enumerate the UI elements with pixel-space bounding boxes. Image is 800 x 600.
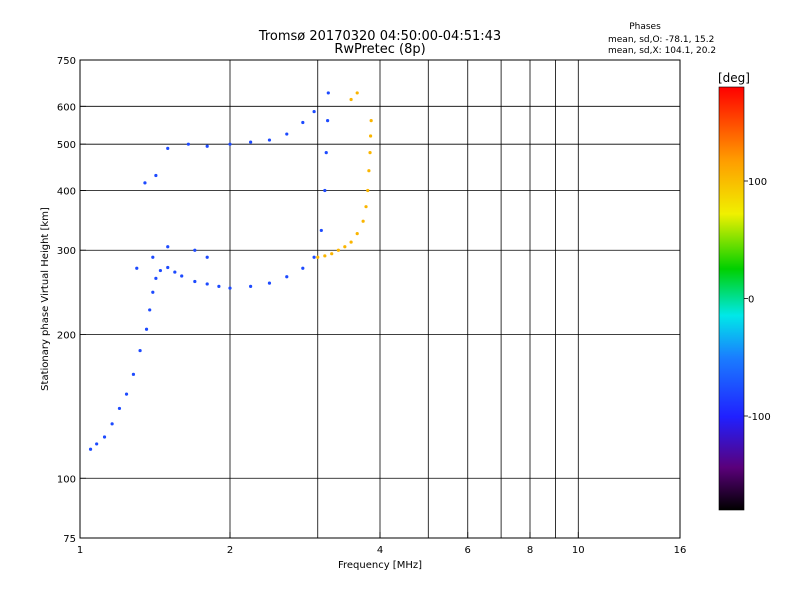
x-tick-label: 4 bbox=[377, 545, 383, 556]
data-point bbox=[166, 245, 170, 249]
data-point bbox=[117, 406, 122, 411]
x-tick-label: 8 bbox=[527, 545, 533, 556]
data-point bbox=[186, 142, 190, 146]
data-point bbox=[228, 286, 232, 290]
data-point bbox=[355, 231, 359, 236]
y-tick-label: 500 bbox=[57, 140, 76, 151]
data-point bbox=[324, 151, 328, 155]
y-tick-label: 400 bbox=[57, 186, 76, 197]
data-point bbox=[364, 205, 368, 209]
data-point bbox=[205, 255, 209, 259]
phase-stats-x: mean, sd,X: 104.1, 20.2 bbox=[608, 46, 716, 56]
data-point bbox=[349, 97, 353, 102]
data-point bbox=[369, 119, 373, 123]
y-tick-label: 750 bbox=[57, 56, 76, 67]
data-point bbox=[343, 245, 347, 249]
chart-title: Tromsø 20170320 04:50:00-04:51:43 bbox=[258, 29, 501, 44]
data-point bbox=[316, 255, 320, 259]
y-tick-label: 200 bbox=[57, 330, 76, 341]
data-point bbox=[249, 140, 253, 144]
data-point bbox=[131, 372, 136, 376]
data-point bbox=[148, 308, 152, 312]
data-point bbox=[138, 348, 142, 353]
data-point bbox=[110, 422, 114, 426]
data-point bbox=[361, 219, 365, 223]
x-tick-label: 1 bbox=[77, 545, 83, 556]
data-point bbox=[154, 276, 158, 280]
data-point bbox=[154, 173, 158, 178]
data-point bbox=[366, 188, 370, 193]
phase-stats-o: mean, sd,O: -78.1, 15.2 bbox=[608, 35, 714, 45]
data-point bbox=[102, 435, 107, 439]
data-point bbox=[312, 255, 316, 259]
data-point bbox=[151, 255, 155, 259]
data-point bbox=[228, 142, 232, 146]
y-tick-label: 600 bbox=[57, 102, 76, 113]
colorbar-label: [deg] bbox=[718, 71, 750, 85]
data-point bbox=[323, 188, 327, 193]
data-point bbox=[193, 248, 197, 252]
data-point bbox=[368, 151, 372, 155]
colorbar-ticks: -100 0 100 bbox=[744, 177, 771, 423]
data-point bbox=[88, 447, 93, 451]
data-point bbox=[173, 270, 177, 274]
phase-stats-title: Phases bbox=[629, 22, 661, 32]
data-point bbox=[205, 144, 209, 148]
x-tick-label: 2 bbox=[227, 545, 233, 556]
data-point bbox=[326, 119, 330, 123]
data-point bbox=[124, 392, 129, 396]
data-point bbox=[336, 248, 340, 252]
data-point bbox=[319, 228, 323, 233]
data-point bbox=[330, 252, 334, 256]
y-axis-ticks: 75 100 200 300 400 500 600 750 bbox=[57, 56, 86, 545]
data-point bbox=[166, 265, 170, 270]
data-point bbox=[267, 138, 272, 142]
data-point bbox=[369, 134, 373, 138]
data-point bbox=[135, 266, 139, 270]
data-point bbox=[95, 442, 99, 446]
data-point bbox=[312, 109, 316, 114]
data-point bbox=[285, 275, 289, 279]
x-tick-label: 6 bbox=[465, 545, 471, 556]
data-points bbox=[88, 91, 373, 451]
data-point bbox=[166, 146, 170, 150]
grid-lines bbox=[80, 60, 680, 538]
colorbar-tick-label: -100 bbox=[748, 412, 771, 423]
y-axis-label: Stationary phase Virtual Height [km] bbox=[40, 207, 51, 391]
data-point bbox=[326, 91, 330, 95]
data-point bbox=[367, 169, 371, 173]
data-point bbox=[301, 266, 305, 270]
x-tick-label: 16 bbox=[674, 545, 687, 556]
data-point bbox=[301, 120, 305, 125]
data-point bbox=[217, 284, 221, 289]
data-point bbox=[193, 279, 197, 284]
y-tick-label: 100 bbox=[57, 474, 76, 485]
colorbar bbox=[718, 86, 745, 511]
data-point bbox=[180, 274, 184, 278]
data-point bbox=[355, 91, 359, 95]
y-tick-label: 300 bbox=[57, 246, 76, 257]
data-point bbox=[323, 254, 327, 258]
x-axis-ticks: 1 2 4 6 8 10 16 bbox=[77, 532, 687, 556]
data-point bbox=[349, 240, 353, 244]
chart-subtitle: RwPretec (8p) bbox=[334, 42, 425, 57]
data-point bbox=[144, 327, 149, 331]
x-tick-label: 10 bbox=[572, 545, 585, 556]
colorbar-tick-label: 100 bbox=[748, 177, 767, 188]
data-point bbox=[158, 268, 163, 273]
data-point bbox=[249, 284, 253, 289]
data-point bbox=[267, 281, 272, 285]
y-tick-label: 75 bbox=[63, 534, 76, 545]
colorbar-tick-label: 0 bbox=[748, 295, 754, 306]
data-point bbox=[151, 290, 155, 294]
data-point bbox=[143, 181, 147, 185]
data-point bbox=[205, 282, 209, 286]
data-point bbox=[285, 132, 289, 136]
x-axis-label: Frequency [MHz] bbox=[338, 560, 422, 571]
